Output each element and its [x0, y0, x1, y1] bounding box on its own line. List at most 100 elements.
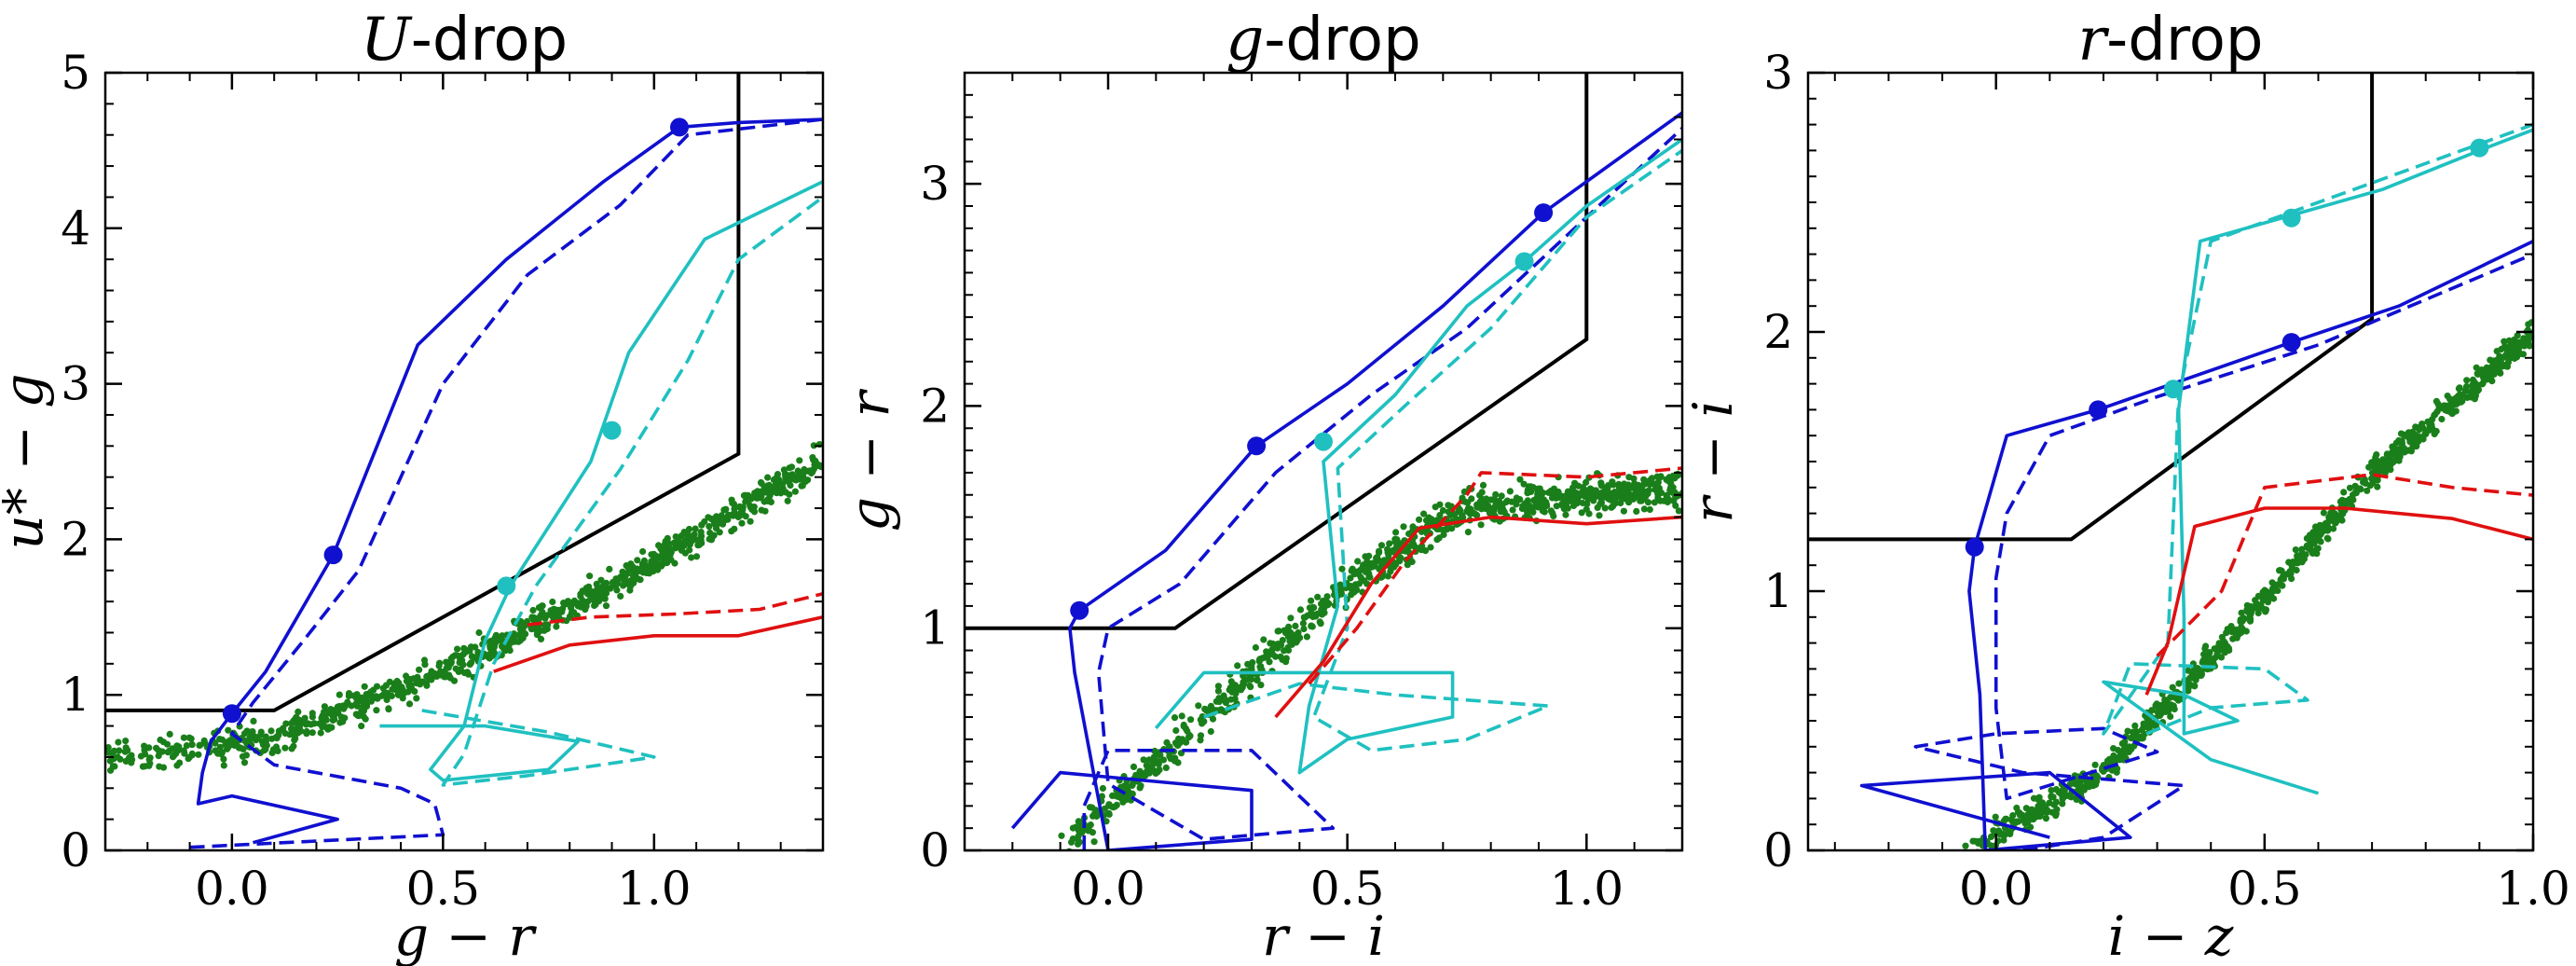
stellar-locus-point — [1376, 547, 1383, 555]
stellar-locus-point — [1592, 487, 1600, 494]
stellar-locus-point — [1384, 549, 1391, 557]
stellar-locus-point — [1416, 516, 1423, 523]
stellar-locus-point — [1366, 573, 1374, 581]
stellar-locus-point — [1992, 813, 1999, 821]
stellar-locus-point — [2115, 746, 2122, 754]
stellar-locus-point — [1347, 574, 1354, 582]
x-tick-label: 0.0 — [1959, 862, 2034, 916]
stellar-locus-point — [2461, 387, 2469, 394]
stellar-locus-point — [2280, 575, 2287, 583]
stellar-locus-point — [646, 562, 653, 571]
y-tick-label: 0 — [61, 823, 90, 877]
stellar-locus-point — [1567, 490, 1574, 497]
stellar-locus-point — [688, 554, 695, 561]
stellar-locus-point — [1651, 486, 1659, 493]
stellar-locus-point — [1488, 505, 1496, 514]
stellar-locus-point — [810, 456, 817, 463]
stellar-locus-point — [1547, 507, 1555, 515]
stellar-locus — [1962, 319, 2533, 850]
stellar-locus-point — [2201, 645, 2209, 653]
stellar-locus-point — [1569, 502, 1578, 510]
stellar-locus-point — [1620, 507, 1627, 515]
y-tick-label: 3 — [920, 157, 950, 211]
stellar-locus-point — [2274, 586, 2281, 595]
stellar-locus-point — [220, 762, 227, 769]
stellar-locus-point — [262, 745, 269, 753]
stellar-locus-point — [1633, 507, 1640, 516]
stellar-locus-point — [1620, 489, 1627, 496]
stellar-locus-point — [195, 751, 202, 758]
stellar-locus-point — [1234, 662, 1241, 669]
stellar-locus-point — [663, 559, 670, 567]
redshift-marker-blue-solid — [222, 704, 241, 724]
y-tick-label: 1 — [920, 601, 950, 656]
stellar-locus-point — [1098, 793, 1105, 800]
stellar-locus-point — [348, 702, 355, 710]
stellar-locus-point — [105, 749, 113, 756]
stellar-locus-point — [1539, 507, 1546, 515]
stellar-locus-point — [1550, 512, 1557, 520]
stellar-locus-point — [2520, 338, 2528, 346]
stellar-locus-point — [490, 649, 499, 656]
stellar-locus-point — [639, 547, 647, 556]
redshift-marker-cyan-solid — [1314, 432, 1333, 451]
stellar-locus-point — [2132, 728, 2140, 736]
stellar-locus-point — [1451, 511, 1459, 518]
title-suffix: -drop — [1264, 6, 1420, 75]
stellar-locus-point — [1195, 702, 1202, 710]
stellar-locus-point — [1325, 600, 1333, 608]
stellar-locus-point — [391, 679, 400, 687]
stellar-locus-point — [359, 697, 366, 705]
stellar-locus-point — [2042, 815, 2049, 822]
stellar-locus-point — [2380, 462, 2388, 470]
stellar-locus-point — [794, 467, 802, 475]
stellar-locus-point — [553, 623, 560, 630]
stellar-locus-point — [539, 608, 546, 616]
stellar-locus-point — [1159, 756, 1168, 764]
stellar-locus-point — [2324, 535, 2332, 543]
stellar-locus-point — [153, 744, 160, 752]
stellar-locus-point — [2130, 735, 2137, 742]
x-axis-label: g − r — [394, 904, 538, 966]
stellar-locus-point — [166, 730, 173, 738]
y-axis-label: u* − g — [0, 374, 55, 550]
stellar-locus-point — [2352, 490, 2360, 497]
stellar-locus-point — [535, 626, 542, 634]
stellar-locus-point — [798, 482, 805, 490]
stellar-locus-point — [2013, 804, 2021, 812]
stellar-locus-point — [340, 705, 348, 712]
panel-title: r-drop — [2078, 6, 2264, 75]
stellar-locus-point — [791, 488, 800, 495]
stellar-locus-point — [2049, 794, 2057, 801]
track-cyan-dashed — [2102, 122, 2533, 736]
stellar-locus-point — [1524, 497, 1531, 504]
stellar-locus-point — [2340, 489, 2348, 496]
stellar-locus-point — [2050, 801, 2058, 808]
stellar-locus-point — [2473, 381, 2480, 389]
stellar-locus-point — [1464, 504, 1473, 512]
stellar-locus-point — [1476, 491, 1484, 499]
stellar-locus-point — [1578, 509, 1585, 517]
stellar-locus-point — [1069, 835, 1076, 843]
stellar-locus-point — [1476, 498, 1484, 505]
stellar-locus-point — [159, 738, 167, 746]
stellar-locus-point — [747, 518, 754, 525]
stellar-locus-point — [321, 703, 328, 711]
stellar-locus-point — [1172, 754, 1179, 762]
stellar-locus-point — [2035, 803, 2042, 810]
stellar-locus-point — [286, 731, 294, 738]
stellar-locus-point — [657, 545, 665, 553]
stellar-locus-point — [2242, 628, 2250, 635]
stellar-locus-point — [2338, 496, 2346, 504]
stellar-locus-point — [1227, 678, 1235, 685]
stellar-locus-point — [316, 720, 323, 727]
stellar-locus-point — [2238, 609, 2245, 616]
stellar-locus-point — [1105, 801, 1113, 808]
stellar-locus-point — [1394, 542, 1402, 549]
panel-1: 0.0 0.5 1.0 0 1 2 3 4 5 U-drop g − r u* − g — [0, 6, 825, 966]
stellar-locus-point — [385, 706, 392, 713]
stellar-locus-point — [2238, 628, 2245, 637]
stellar-locus-point — [2487, 356, 2494, 364]
stellar-locus-point — [1207, 727, 1214, 736]
stellar-locus-point — [1140, 756, 1147, 764]
